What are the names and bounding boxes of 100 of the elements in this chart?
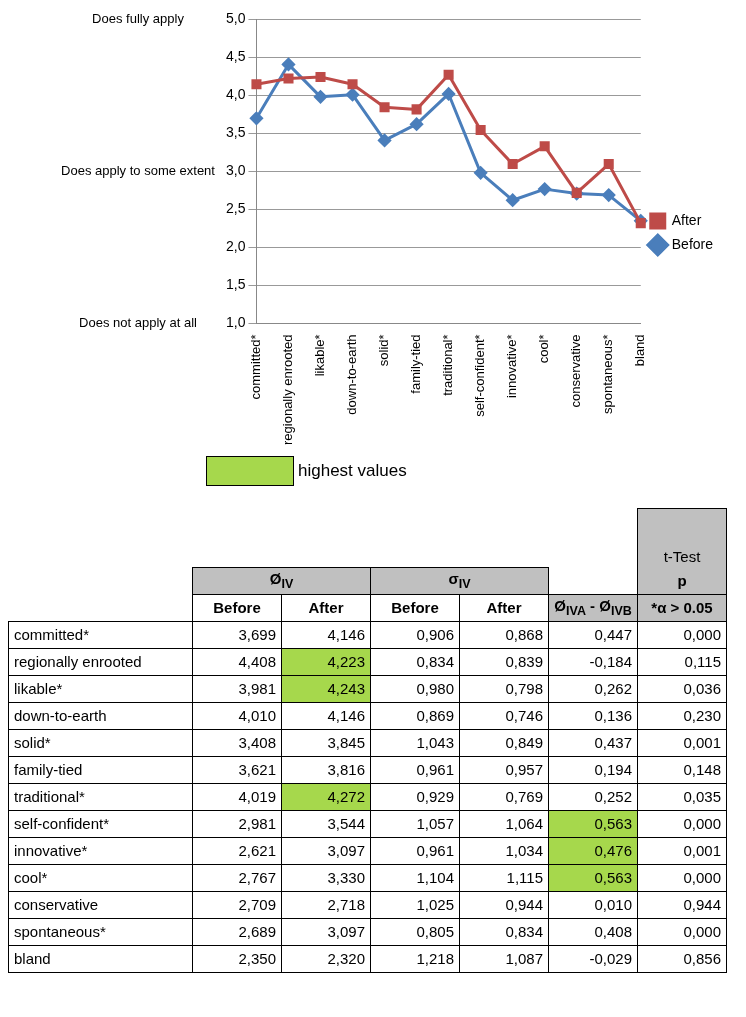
data-label: 0,834 bbox=[370, 648, 460, 675]
data-label: 4,146 bbox=[281, 621, 371, 648]
data-label: 0,961 bbox=[370, 756, 460, 783]
data-label: 4,146 bbox=[281, 702, 371, 729]
data-label: 0,805 bbox=[370, 918, 460, 945]
data-label: 2,981 bbox=[192, 810, 282, 837]
x-tick-label: likable* bbox=[312, 334, 328, 377]
data-label: 4,243 bbox=[281, 675, 371, 702]
data-label: 4,010 bbox=[192, 702, 282, 729]
y-tick-label: regionally enrooted bbox=[8, 648, 193, 675]
data-label: 0,408 bbox=[548, 918, 638, 945]
x-tick-label: bland bbox=[632, 334, 648, 367]
data-label: 0,476 bbox=[548, 837, 638, 864]
data-label: 2,350 bbox=[192, 945, 282, 972]
data-label: 0,001 bbox=[637, 837, 727, 864]
data-label: 3,544 bbox=[281, 810, 371, 837]
y-tick-label: committed* bbox=[8, 621, 193, 648]
data-label: 0,194 bbox=[548, 756, 638, 783]
y-tick-label: family-tied bbox=[8, 756, 193, 783]
data-label: 0,980 bbox=[370, 675, 460, 702]
data-label: 4,408 bbox=[192, 648, 282, 675]
x-tick-label: family-tied bbox=[408, 334, 424, 394]
data-label: -0,029 bbox=[548, 945, 638, 972]
data-label: 3,330 bbox=[281, 864, 371, 891]
x-tick-label: Before bbox=[213, 599, 261, 616]
y-tick-label: self-confident* bbox=[8, 810, 193, 837]
y-tick-label: 2,0 bbox=[225, 238, 246, 255]
y-tick-label: 3,5 bbox=[225, 124, 246, 141]
legend-title: highest values bbox=[298, 461, 407, 481]
data-label: 0,148 bbox=[637, 756, 727, 783]
y-tick-label: spontaneous* bbox=[8, 918, 193, 945]
x-tick-label: After bbox=[486, 599, 522, 616]
y-tick-label: 5,0 bbox=[225, 10, 246, 27]
y-tick-label: down-to-earth bbox=[8, 702, 193, 729]
data-label: 0,961 bbox=[370, 837, 460, 864]
data-label: 0,563 bbox=[548, 864, 638, 891]
data-label: 0,262 bbox=[548, 675, 638, 702]
text: σ$_{IV}$ bbox=[448, 570, 471, 591]
data-label: 1,104 bbox=[370, 864, 460, 891]
y-tick-label: traditional* bbox=[8, 783, 193, 810]
data-label: 0,252 bbox=[548, 783, 638, 810]
data-label: 0,035 bbox=[637, 783, 727, 810]
y-tick-label: 4,0 bbox=[225, 86, 246, 103]
data-label: 2,767 bbox=[192, 864, 282, 891]
data-label: 1,034 bbox=[459, 837, 549, 864]
data-label: 0,000 bbox=[637, 864, 727, 891]
data-label: 0,856 bbox=[637, 945, 727, 972]
data-label: 2,718 bbox=[281, 891, 371, 918]
data-label: 0,230 bbox=[637, 702, 727, 729]
y-tick-label: conservative bbox=[8, 891, 193, 918]
data-label: 0,447 bbox=[548, 621, 638, 648]
legend-label: Before bbox=[671, 235, 714, 252]
data-label: 0,869 bbox=[370, 702, 460, 729]
x-tick-label: self-confident* bbox=[472, 334, 488, 417]
y-tick-label: innovative* bbox=[8, 837, 193, 864]
data-label: 0,849 bbox=[459, 729, 549, 756]
y-tick-label: cool* bbox=[8, 864, 193, 891]
text: Does not apply at all bbox=[79, 315, 198, 330]
data-label: 1,218 bbox=[370, 945, 460, 972]
data-label: 1,057 bbox=[370, 810, 460, 837]
data-label: 2,621 bbox=[192, 837, 282, 864]
data-label: 4,272 bbox=[281, 783, 371, 810]
data-label: 0,929 bbox=[370, 783, 460, 810]
data-label: 0,136 bbox=[548, 702, 638, 729]
y-tick-label: likable* bbox=[8, 675, 193, 702]
data-label: 0,957 bbox=[459, 756, 549, 783]
data-label: 0,798 bbox=[459, 675, 549, 702]
x-tick-label: After bbox=[308, 599, 344, 616]
data-label: 2,709 bbox=[192, 891, 282, 918]
x-tick-label: innovative* bbox=[504, 334, 520, 399]
data-label: 0,000 bbox=[637, 810, 727, 837]
data-label: 0,769 bbox=[459, 783, 549, 810]
data-label: 3,699 bbox=[192, 621, 282, 648]
text: Ø$_{IV}$ bbox=[269, 570, 294, 591]
x-tick-label: *α > 0.05 bbox=[651, 599, 713, 616]
data-label: 4,223 bbox=[281, 648, 371, 675]
text: p bbox=[677, 571, 687, 589]
data-label: 0,746 bbox=[459, 702, 549, 729]
x-tick-label: Before bbox=[391, 599, 439, 616]
data-label: 2,320 bbox=[281, 945, 371, 972]
y-tick-label: 3,0 bbox=[225, 162, 246, 179]
x-tick-label: traditional* bbox=[440, 334, 456, 396]
data-label: 1,025 bbox=[370, 891, 460, 918]
x-tick-label: cool* bbox=[536, 334, 552, 364]
data-label: 2,689 bbox=[192, 918, 282, 945]
data-label: 0,000 bbox=[637, 621, 727, 648]
data-label: 1,064 bbox=[459, 810, 549, 837]
data-label: 0,000 bbox=[637, 918, 727, 945]
data-label: 3,816 bbox=[281, 756, 371, 783]
y-tick-label: 1,0 bbox=[225, 314, 246, 331]
data-label: 3,845 bbox=[281, 729, 371, 756]
x-tick-label: down-to-earth bbox=[344, 334, 360, 415]
y-tick-label: 2,5 bbox=[225, 200, 246, 217]
data-label: 3,097 bbox=[281, 837, 371, 864]
data-label: 1,043 bbox=[370, 729, 460, 756]
y-tick-label: 4,5 bbox=[225, 48, 246, 65]
data-label: 3,981 bbox=[192, 675, 282, 702]
text: t-Test bbox=[663, 548, 701, 565]
data-label: 0,563 bbox=[548, 810, 638, 837]
data-label: 0,906 bbox=[370, 621, 460, 648]
